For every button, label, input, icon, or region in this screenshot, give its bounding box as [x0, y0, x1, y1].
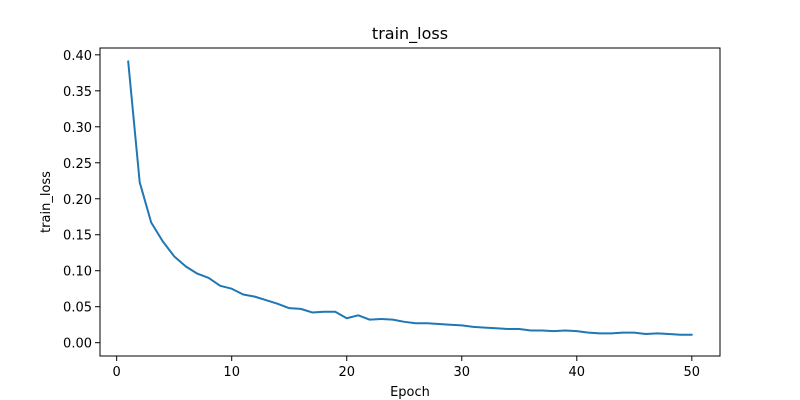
y-tick-label: 0.10: [63, 265, 92, 280]
y-axis-label: train_loss: [39, 171, 54, 233]
y-tick-label: 0.15: [63, 229, 92, 244]
plot-frame: [99, 47, 721, 357]
x-tick-label: 10: [223, 365, 240, 380]
y-tick-label: 0.30: [63, 121, 92, 136]
x-axis-label: Epoch: [390, 385, 430, 400]
x-tick-label: 0: [113, 365, 121, 380]
y-tick-label: 0.05: [63, 301, 92, 316]
x-tick-label: 20: [338, 365, 355, 380]
x-tick-label: 30: [453, 365, 470, 380]
x-tick-label: 50: [684, 365, 701, 380]
y-tick-label: 0.20: [63, 193, 92, 208]
plot-area: [127, 60, 693, 336]
y-tick-label: 0.00: [63, 337, 92, 352]
y-tick-label: 0.25: [63, 157, 92, 172]
chart-title: train_loss: [372, 24, 448, 44]
y-tick-label: 0.40: [63, 49, 92, 64]
series-line: [127, 60, 693, 336]
x-tick-label: 40: [569, 365, 586, 380]
y-tick-label: 0.35: [63, 85, 92, 100]
